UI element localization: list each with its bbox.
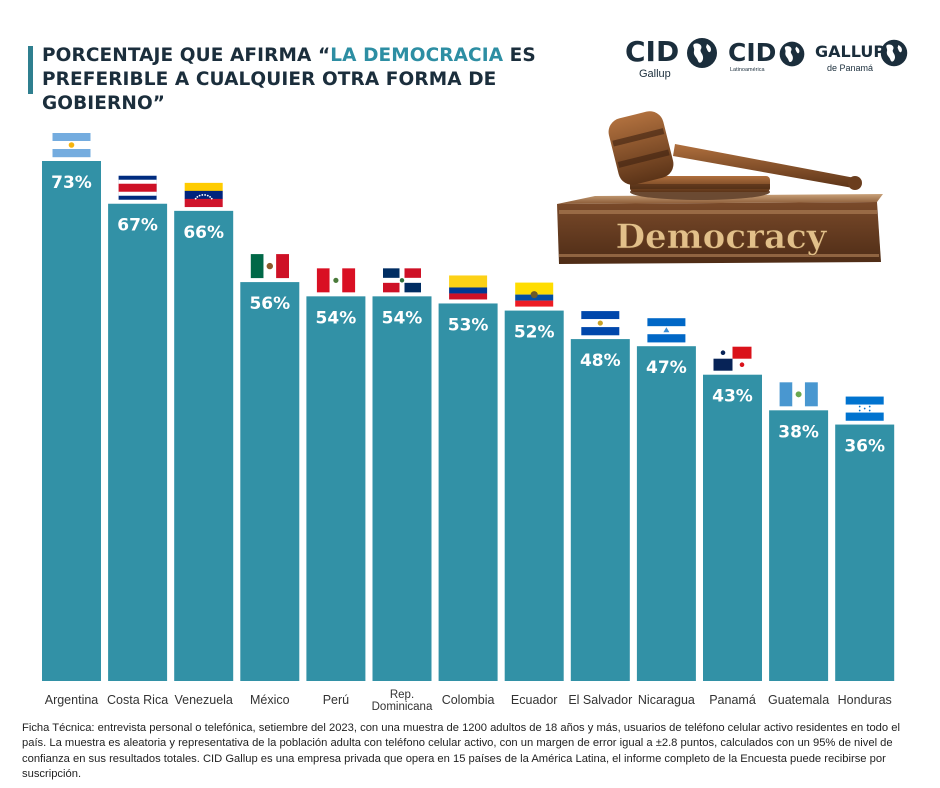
- category-label: Costa Rica: [107, 693, 168, 707]
- ecuador-flag: [515, 282, 554, 307]
- bar-venezuela: [174, 210, 234, 681]
- category-label: Guatemala: [768, 693, 829, 707]
- category-label: Perú: [323, 693, 349, 707]
- value-label: 54%: [382, 308, 423, 328]
- value-label: 73%: [51, 173, 92, 193]
- category-label: El Salvador: [568, 693, 632, 707]
- globe-icon: [779, 41, 805, 67]
- bar-el-salvador: [570, 339, 630, 681]
- value-label: 38%: [778, 422, 819, 442]
- category-label: Colombia: [442, 693, 495, 707]
- title-text-start: PORCENTAJE QUE AFIRMA “: [42, 45, 331, 66]
- category-label: México: [250, 693, 290, 707]
- category-label: Panamá: [709, 693, 756, 707]
- bar-costa-rica: [108, 203, 168, 681]
- argentina-flag: [52, 133, 91, 158]
- bar-ecuador: [504, 310, 564, 681]
- value-label: 47%: [646, 358, 687, 378]
- value-label: 48%: [580, 351, 621, 371]
- category-label: Argentina: [45, 693, 99, 707]
- category-label: Nicaragua: [638, 693, 695, 707]
- bar-guatemala: [769, 410, 829, 681]
- value-label: 67%: [117, 216, 158, 236]
- logo-sub-text: Gallup: [639, 68, 671, 80]
- bar-peru: [306, 296, 366, 681]
- gallup-panama-logo: GALLUP de Panamá: [815, 34, 915, 84]
- bar-mexico: [240, 282, 300, 681]
- gavel-book-illustration: Democracy: [555, 111, 885, 269]
- category-label: Venezuela: [175, 693, 233, 707]
- chart-title: PORCENTAJE QUE AFIRMA “LA DEMOCRACIA ES …: [42, 44, 612, 116]
- peru-flag: [316, 268, 356, 293]
- value-label: 56%: [249, 294, 290, 314]
- guatemala-flag: [779, 382, 818, 407]
- mexico-flag: [250, 254, 289, 279]
- bar-honduras: [835, 424, 895, 681]
- title-accent-bar: [28, 46, 33, 94]
- nicaragua-flag: [647, 318, 686, 343]
- value-label: 36%: [844, 437, 885, 457]
- logos: CID Gallup CID Latinoamérica GALLUP de P…: [625, 34, 915, 84]
- honduras-flag: [845, 396, 884, 421]
- venezuela-flag: [184, 182, 223, 208]
- logo-sub-text: de Panamá: [827, 63, 874, 73]
- cid-latinoamerica-logo: CID Latinoamérica: [728, 34, 810, 84]
- logo-sub-text: Latinoamérica: [730, 67, 765, 73]
- category-label: Rep.: [390, 689, 414, 701]
- category-label: Dominicana: [372, 701, 433, 713]
- bar-colombia: [438, 303, 498, 681]
- bar-dominican-republic: [372, 296, 432, 681]
- value-label: 66%: [183, 223, 224, 243]
- logo-main-text: CID: [728, 38, 777, 67]
- value-label: 52%: [514, 323, 555, 343]
- bar-nicaragua: [636, 346, 696, 681]
- panama-flag: [713, 346, 752, 371]
- logo-main-text: CID: [625, 35, 680, 68]
- technical-note: Ficha Técnica: entrevista personal o tel…: [22, 722, 900, 780]
- dominican-republic-flag: [383, 268, 421, 293]
- costa-rica-flag: [118, 175, 157, 200]
- title-highlight: LA DEMOCRACIA: [330, 45, 504, 66]
- bar-panama: [703, 374, 762, 681]
- logo-main-text: GALLUP: [815, 42, 886, 61]
- bar-chart: 73% Argentina 67% Costa Rica 66% Venezuela 56%…: [42, 133, 895, 713]
- illustration-label: Democracy: [616, 217, 828, 257]
- bar-argentina: [42, 161, 101, 681]
- category-label: Ecuador: [511, 693, 558, 707]
- value-label: 54%: [316, 308, 357, 328]
- value-label: 43%: [712, 387, 753, 407]
- cid-gallup-logo: CID Gallup: [625, 34, 720, 84]
- globe-icon: [687, 38, 717, 68]
- category-label: Honduras: [838, 693, 892, 707]
- el-salvador-flag: [581, 311, 620, 336]
- value-label: 53%: [448, 315, 489, 335]
- colombia-flag: [449, 275, 488, 300]
- title-text-end: ES PREFERIBLE A CUALQUIER OTRA FORMA DE …: [42, 45, 536, 114]
- globe-icon: [880, 39, 908, 67]
